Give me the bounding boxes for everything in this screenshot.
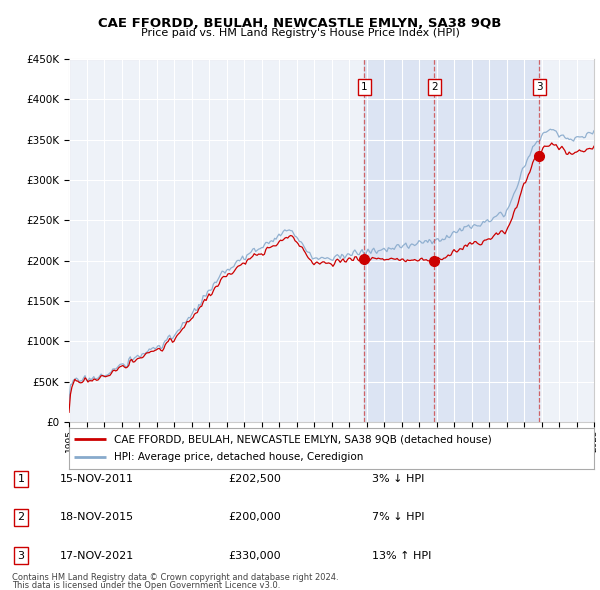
Text: 3: 3 — [536, 82, 542, 92]
Text: HPI: Average price, detached house, Ceredigion: HPI: Average price, detached house, Cere… — [113, 453, 363, 463]
Text: £202,500: £202,500 — [228, 474, 281, 484]
Text: 17-NOV-2021: 17-NOV-2021 — [60, 551, 134, 560]
Text: 1: 1 — [17, 474, 25, 484]
Text: 7% ↓ HPI: 7% ↓ HPI — [372, 513, 425, 522]
Text: 3: 3 — [17, 551, 25, 560]
Text: 13% ↑ HPI: 13% ↑ HPI — [372, 551, 431, 560]
Text: £330,000: £330,000 — [228, 551, 281, 560]
Text: This data is licensed under the Open Government Licence v3.0.: This data is licensed under the Open Gov… — [12, 581, 280, 590]
Text: £200,000: £200,000 — [228, 513, 281, 522]
Bar — [364, 59, 539, 422]
Text: 2: 2 — [17, 513, 25, 522]
Text: 15-NOV-2011: 15-NOV-2011 — [60, 474, 134, 484]
Text: Price paid vs. HM Land Registry's House Price Index (HPI): Price paid vs. HM Land Registry's House … — [140, 28, 460, 38]
Text: CAE FFORDD, BEULAH, NEWCASTLE EMLYN, SA38 9QB: CAE FFORDD, BEULAH, NEWCASTLE EMLYN, SA3… — [98, 17, 502, 30]
Text: 18-NOV-2015: 18-NOV-2015 — [60, 513, 134, 522]
Text: 2: 2 — [431, 82, 437, 92]
Text: 1: 1 — [361, 82, 368, 92]
Text: 3% ↓ HPI: 3% ↓ HPI — [372, 474, 424, 484]
Text: CAE FFORDD, BEULAH, NEWCASTLE EMLYN, SA38 9QB (detached house): CAE FFORDD, BEULAH, NEWCASTLE EMLYN, SA3… — [113, 434, 491, 444]
Text: Contains HM Land Registry data © Crown copyright and database right 2024.: Contains HM Land Registry data © Crown c… — [12, 572, 338, 582]
